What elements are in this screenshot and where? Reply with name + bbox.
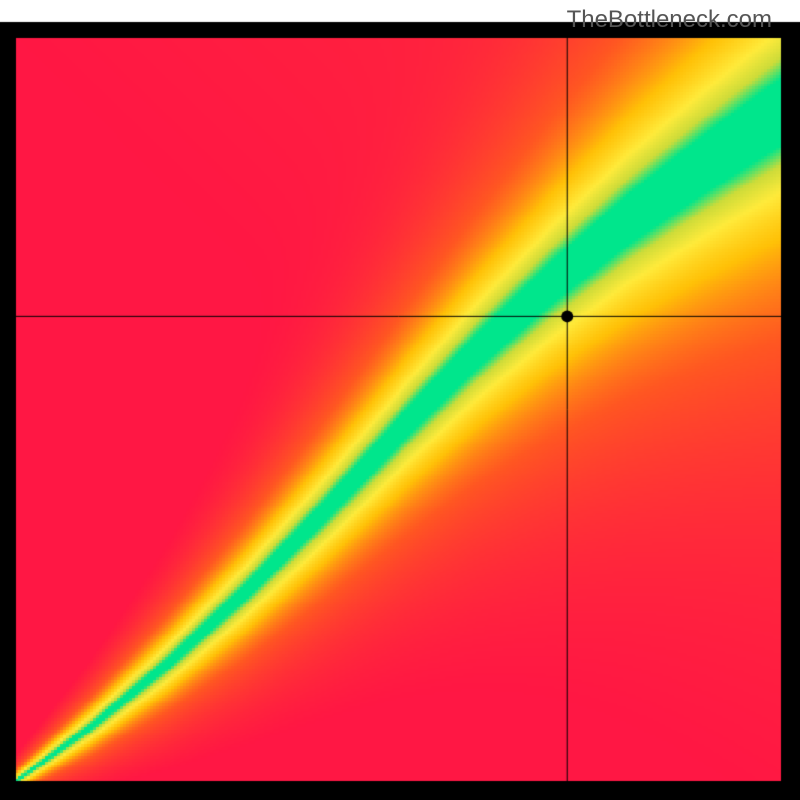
bottleneck-heatmap	[0, 0, 800, 800]
chart-container: TheBottleneck.com	[0, 0, 800, 800]
